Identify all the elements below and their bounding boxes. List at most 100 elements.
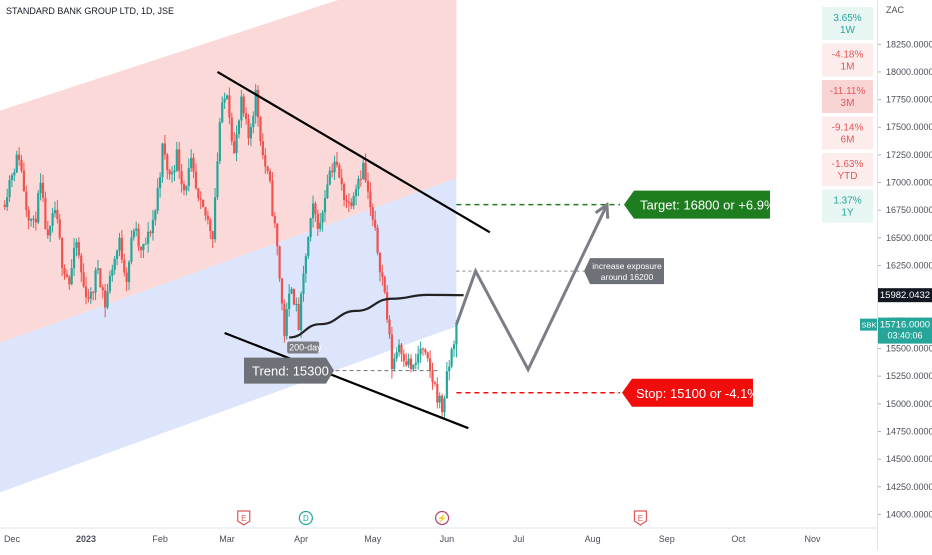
perf-cell-ytd [822,153,873,186]
time-tick-label: Nov [804,534,821,544]
candle-body [192,157,195,172]
stop-label[interactable]: Stop: 15100 or -4.1% [622,378,759,407]
candle-body [359,178,362,180]
candle-body [20,159,23,171]
candle-body [357,178,360,190]
currency-label: ZAC [886,5,905,15]
perf-value: -4.18% [832,50,864,61]
candle-body [352,196,355,206]
candle-body [101,287,104,291]
candle-body [280,278,284,304]
candle-body [433,382,437,384]
price-tick-label: 15250.0000 [886,371,932,381]
candle-body [381,272,384,277]
candle-body [77,242,80,256]
candle-body [18,154,21,160]
event-marker[interactable]: E [633,510,648,526]
candle-body [247,118,250,139]
projected-path-arrowhead [594,201,610,219]
candle-body [46,229,49,236]
target-label[interactable]: Target: 16800 or +6.9% [624,190,776,219]
candle-body [421,348,425,350]
trendline-upper-resistance [216,70,491,234]
candle-body [242,96,245,114]
price-axis[interactable]: ZAC 18250.0000 18000.0000 17750.0000 17500.… [877,5,932,519]
candle-body [254,89,257,116]
candle-body [450,349,453,367]
price-tick-label: 14250.0000 [886,482,932,492]
candle-body [407,358,410,366]
candle-body [142,243,145,251]
symbol-badge: SBK [860,318,878,331]
time-tick-label: Jun [440,534,455,544]
candle-body [319,222,322,229]
candle-body [378,252,382,273]
candle-body [268,170,272,181]
candle-body [440,395,444,413]
candle-body [185,186,188,191]
candle-body [259,117,262,142]
perf-period: 1Y [841,208,854,219]
time-axis[interactable]: Dec 2023 Feb Mar Apr May Jun Jul Aug Sep Oct Nov [0,527,878,544]
perf-cell-6m [822,116,873,150]
candle-body [436,383,439,403]
event-marker-shape [633,510,648,526]
price-tick-label: 17000.0000 [886,178,932,188]
candle-body [419,348,422,355]
candle-body [417,354,420,363]
price-tick-label: 14500.0000 [886,454,932,464]
candle-body [340,177,343,185]
candle-body [25,191,28,211]
candle-body [135,228,138,231]
time-tick-label: Apr [294,534,308,544]
candle-body [56,210,59,220]
candle-body [307,237,310,257]
candle-body [414,362,417,365]
event-marker-shape [298,510,313,526]
candle-body [6,197,9,207]
last-price-badge-text: 15716.0000 [880,320,930,331]
event-marker[interactable]: E [237,510,251,526]
candle-body [104,290,107,308]
candle-body [213,197,217,240]
candle-body [89,292,92,299]
candle-body [297,303,300,331]
countdown-text: 03:40:06 [887,331,922,341]
perf-value: 1.37% [833,196,861,207]
candle-body [285,309,288,336]
candle-body [371,207,374,220]
candle-body [115,250,119,259]
time-tick-label: May [364,534,382,544]
price-tick-label: 17250.0000 [886,150,932,160]
trend-label[interactable]: Trend: 15300 [244,357,334,384]
candle-body [448,366,451,372]
candle-body [70,268,73,285]
candle-body [49,225,52,236]
perf-period: 3M [841,98,855,109]
candle-body [163,143,166,155]
candle-body [228,95,231,118]
event-marker[interactable]: ⚡ [434,510,450,526]
exposure-note[interactable]: increase exposure around 16200 [584,258,664,285]
trend-label-text: Trend: 15300 [252,364,329,379]
price-tick-label: 18000.0000 [886,67,932,77]
candle-body [10,175,14,181]
candle-body [92,292,95,294]
candle-body [405,361,408,366]
candle-body [443,398,446,413]
candle-body [139,246,143,251]
candle-body [331,170,334,173]
event-marker[interactable]: D [298,510,313,526]
candle-body [166,154,169,171]
candle-body [304,256,307,274]
time-tick-label: Oct [731,534,746,544]
candle-body [173,170,176,173]
time-tick-label: Mar [219,534,235,544]
candle-body [271,180,274,216]
candle-body [321,212,324,223]
projected-path [455,204,609,373]
candle-body [256,89,260,118]
ma-label: 200-day [287,341,322,354]
time-tick-label: Dec [4,534,21,544]
